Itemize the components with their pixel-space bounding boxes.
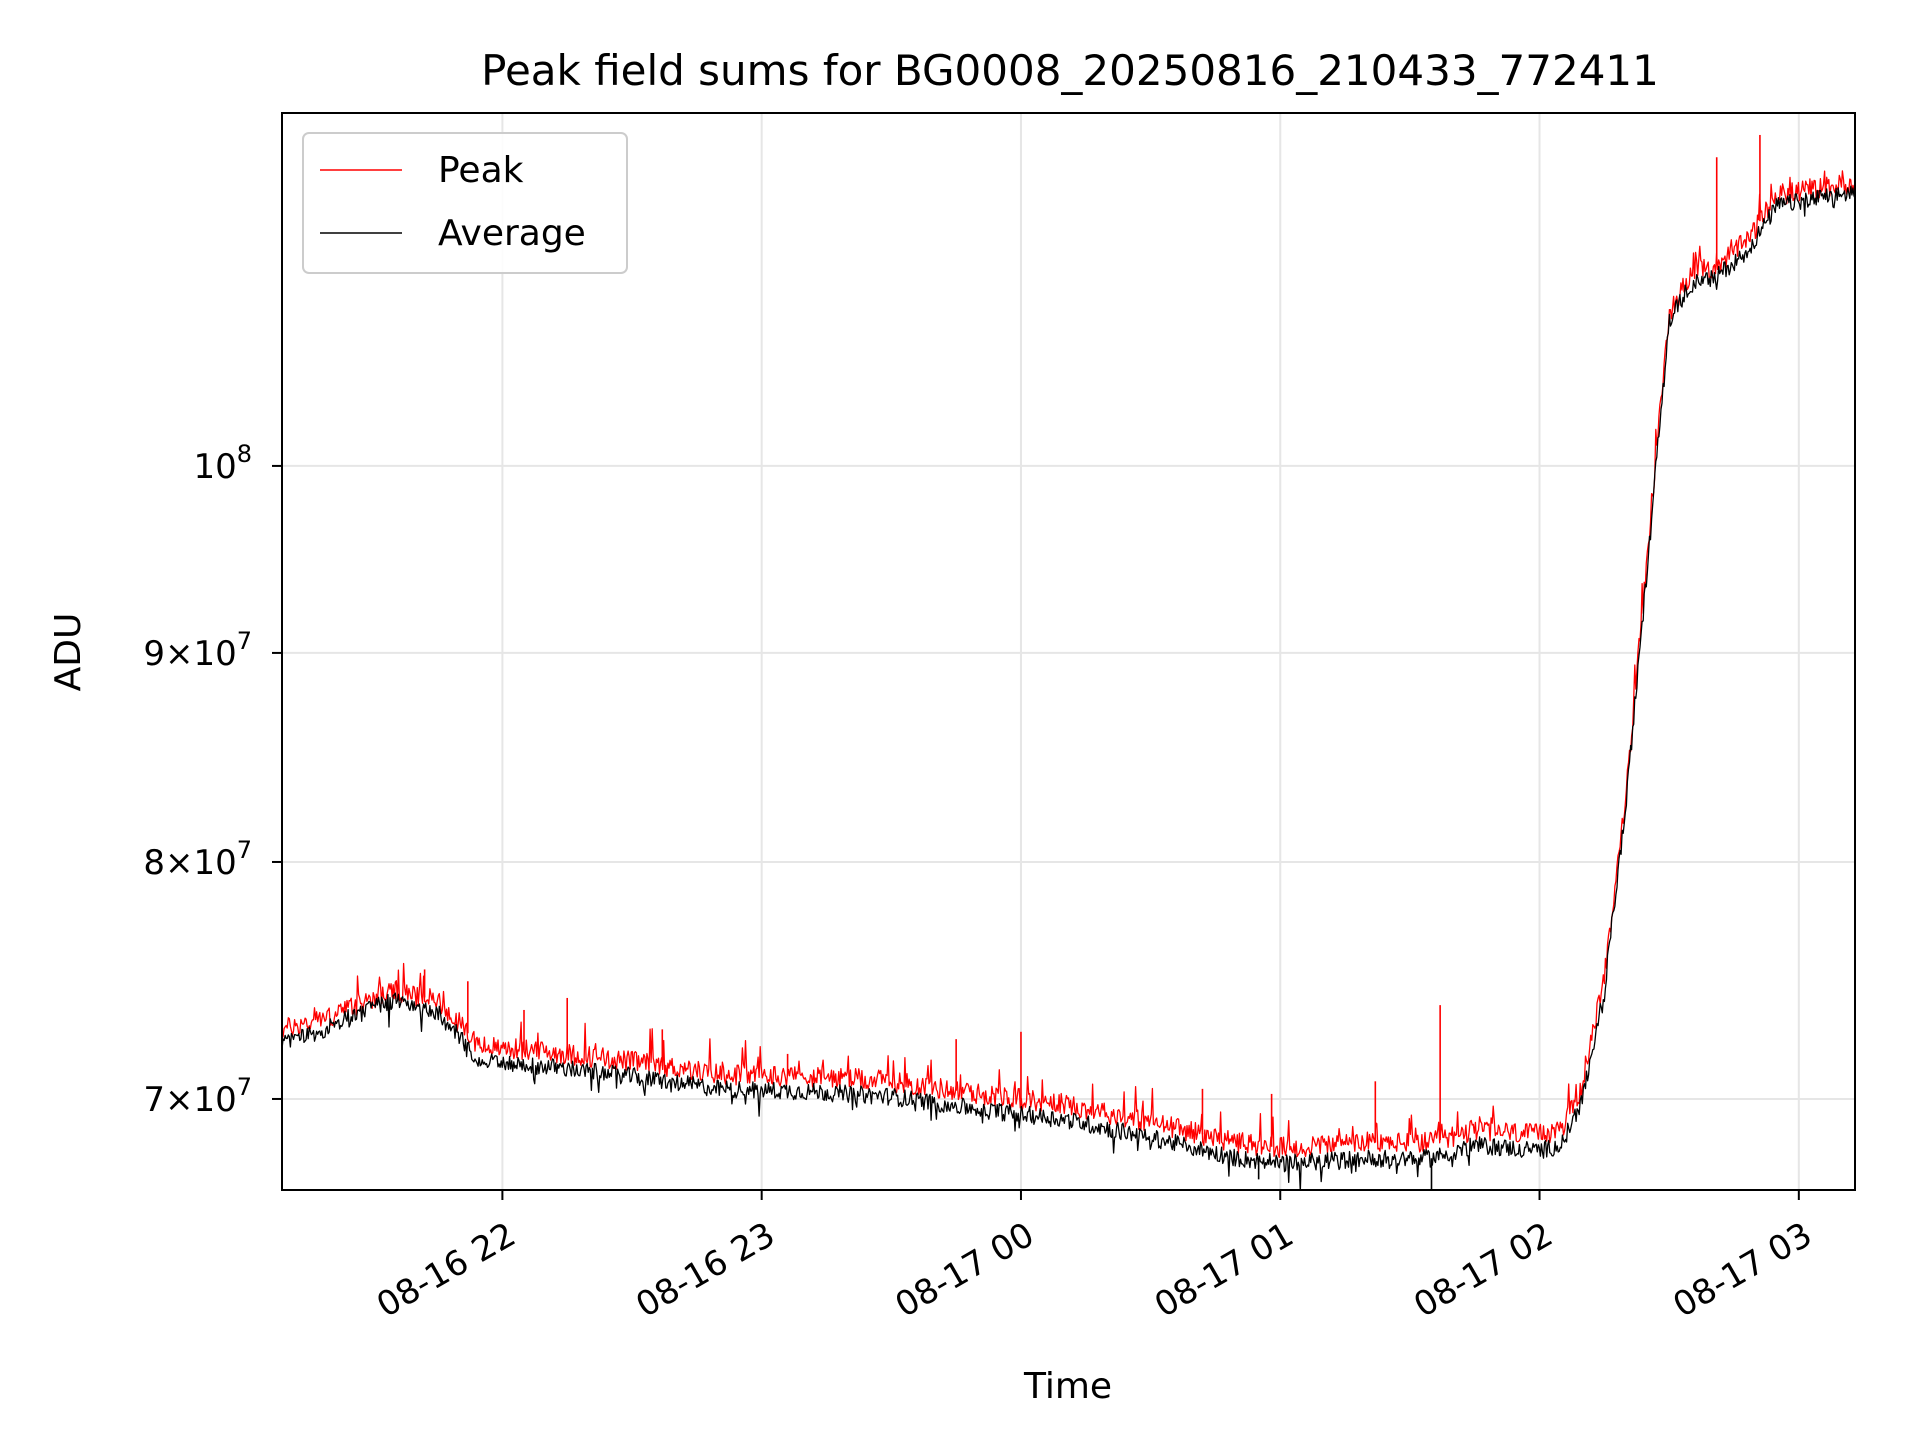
chart-title: Peak field sums for BG0008_20250816_2104…: [481, 46, 1659, 95]
y-axis-ticks: 7×107 8×107 9×107 108: [143, 440, 282, 1120]
legend-label-average: Average: [438, 213, 586, 254]
y-tick-label: 9×107: [143, 627, 252, 674]
series-line-average: [282, 185, 1855, 1190]
series-layer: [282, 134, 1855, 1190]
plot-frame: [281, 112, 1856, 1191]
y-tick-label: 8×107: [143, 836, 252, 883]
y-tick-label: 108: [193, 440, 252, 487]
legend: Peak Average: [302, 132, 628, 274]
legend-label-peak: Peak: [438, 150, 524, 191]
legend-box: [302, 132, 628, 274]
series-line-peak: [282, 170, 1855, 1159]
y-axis-label: ADU: [48, 613, 89, 692]
y-tick-label: 7×107: [143, 1073, 252, 1120]
x-axis-label: Time: [1023, 1366, 1112, 1407]
gridlines: [282, 113, 1855, 1190]
